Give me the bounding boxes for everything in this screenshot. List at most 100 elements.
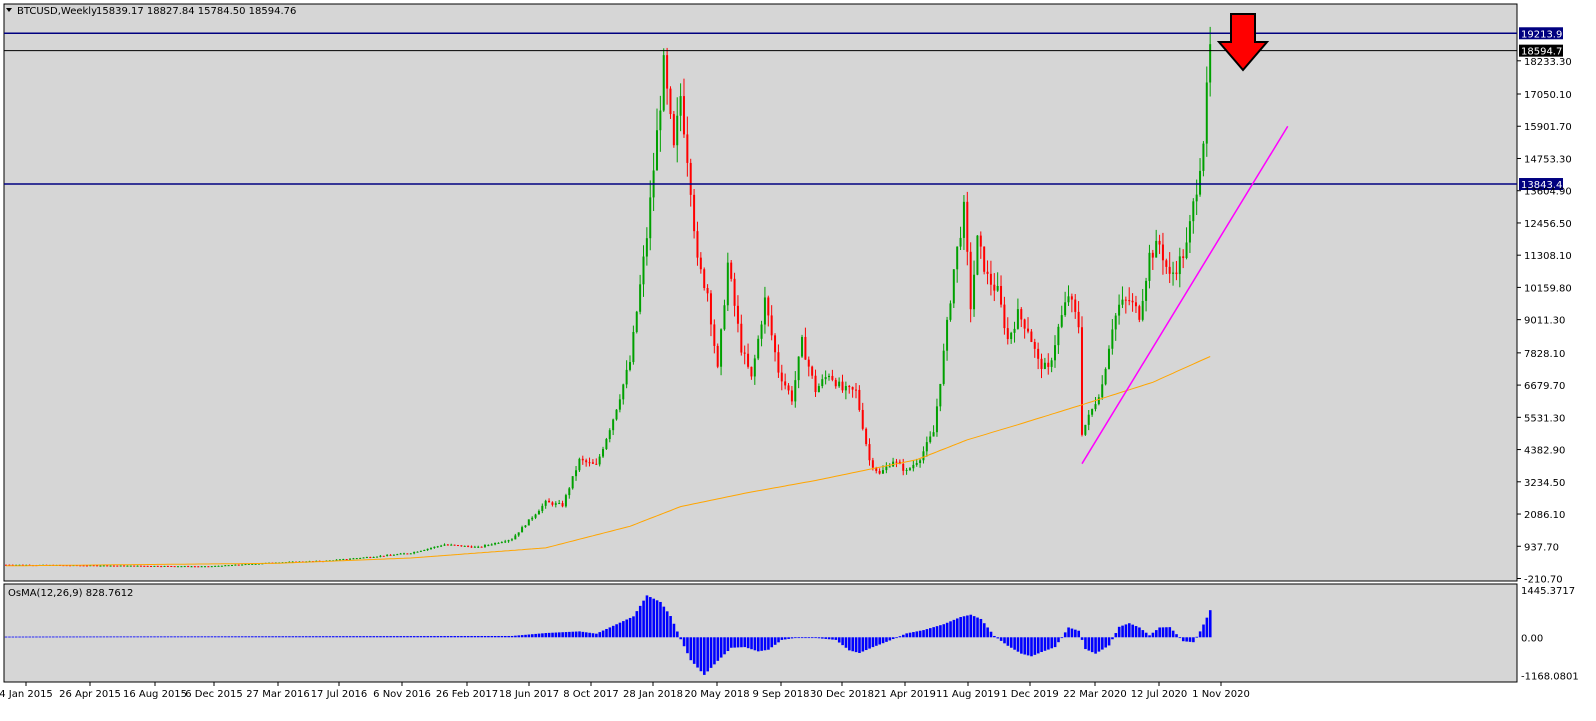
- osma-bar: [740, 637, 743, 648]
- candle-body: [197, 566, 200, 568]
- osma-bar: [659, 601, 662, 638]
- osma-bar: [1003, 637, 1006, 644]
- candle-body: [1178, 256, 1181, 275]
- osma-bar: [89, 636, 92, 638]
- candle-body: [716, 345, 719, 367]
- osma-bar: [1084, 637, 1087, 650]
- candle-body: [780, 372, 783, 382]
- osma-bar: [1053, 637, 1057, 648]
- candle-body: [946, 319, 949, 351]
- osma-bar: [939, 625, 942, 638]
- osma-y-tick-label: -1168.0801: [1521, 672, 1579, 683]
- osma-bar: [898, 636, 902, 638]
- candle-body: [456, 545, 459, 547]
- osma-bar: [767, 637, 770, 650]
- x-tick-label: 26 Feb 2017: [436, 689, 498, 700]
- osma-bar: [399, 636, 403, 638]
- osma-bar: [925, 629, 929, 638]
- candle-body: [423, 550, 426, 552]
- osma-bar: [159, 636, 163, 638]
- osma-bar: [1188, 637, 1192, 642]
- osma-bar: [810, 637, 814, 639]
- candle-body: [170, 566, 173, 568]
- osma-bar: [1148, 635, 1151, 638]
- candle-body: [349, 558, 352, 560]
- candle-body: [386, 554, 389, 556]
- osma-bar: [1043, 637, 1047, 651]
- osma-bar: [891, 637, 895, 640]
- x-tick-label: 6 Nov 2016: [373, 689, 431, 700]
- osma-bar: [311, 636, 315, 638]
- osma-bar: [652, 598, 656, 638]
- candle-body: [649, 197, 652, 239]
- collapse-triangle-icon[interactable]: [6, 8, 12, 12]
- candle-body: [851, 387, 854, 390]
- candle-body: [720, 329, 723, 367]
- osma-label: OsMA(12,26,9) 828.7612: [8, 588, 133, 599]
- candle-body: [1185, 242, 1188, 259]
- candle-body: [166, 565, 169, 567]
- candle-body: [922, 451, 925, 461]
- candle-body: [1131, 300, 1134, 303]
- osma-bar: [736, 637, 740, 648]
- candle-body: [939, 383, 942, 407]
- y-tick-label: -210.70: [1524, 575, 1563, 586]
- osma-bar: [284, 636, 288, 638]
- candle-body: [544, 500, 547, 506]
- osma-bar: [703, 637, 706, 675]
- x-tick-label: 21 Apr 2019: [874, 689, 936, 700]
- candle-body: [598, 456, 601, 465]
- candle-body: [885, 466, 888, 471]
- candle-body: [106, 565, 109, 567]
- x-tick-label: 28 Jan 2018: [623, 689, 683, 700]
- candle-body: [986, 271, 989, 274]
- candle-body: [615, 409, 618, 420]
- candle-body: [784, 381, 787, 386]
- osma-bar: [790, 637, 794, 639]
- candle-body: [797, 356, 800, 381]
- osma-bar: [122, 636, 126, 638]
- osma-bar: [251, 636, 254, 638]
- osma-bar: [473, 636, 477, 638]
- x-tick-label: 26 Apr 2015: [59, 689, 121, 700]
- candle-body: [217, 565, 220, 567]
- candle-body: [962, 201, 965, 238]
- candle-body: [612, 419, 615, 431]
- osma-bar: [1047, 637, 1050, 650]
- osma-bar: [291, 636, 295, 638]
- osma-bar: [557, 632, 561, 638]
- candle-body: [403, 553, 406, 555]
- osma-bar: [868, 637, 871, 649]
- candle-body: [473, 546, 476, 548]
- candle-body: [659, 110, 662, 131]
- candle-body: [1161, 244, 1164, 261]
- candle-body: [706, 288, 709, 294]
- y-tick-label: 6679.70: [1524, 381, 1565, 392]
- x-tick-label: 17 Jul 2016: [311, 689, 368, 700]
- osma-bar: [426, 636, 430, 638]
- osma-bar: [729, 637, 733, 648]
- osma-bar: [146, 636, 150, 638]
- osma-bar: [622, 621, 625, 638]
- candle-body: [787, 385, 790, 391]
- y-tick-label: 937.70: [1524, 542, 1559, 553]
- candle-body: [1205, 82, 1208, 144]
- moving-average-line: [6, 356, 1211, 567]
- osma-bar: [753, 637, 757, 651]
- candle-body: [470, 546, 473, 548]
- osma-bar: [443, 636, 446, 638]
- osma-bar: [109, 636, 112, 638]
- candle-body: [291, 561, 294, 563]
- candle-body: [642, 256, 645, 285]
- candle-body: [747, 353, 750, 367]
- y-tick-label: 12456.50: [1524, 219, 1572, 230]
- candle-body: [477, 546, 480, 548]
- osma-bar: [638, 605, 642, 638]
- osma-bar: [240, 636, 244, 638]
- osma-bar: [52, 636, 55, 638]
- osma-bar: [1033, 637, 1037, 655]
- candle-body: [1087, 414, 1090, 425]
- candle-body: [467, 545, 470, 547]
- osma-bar: [1074, 629, 1077, 638]
- main-panel: [3, 3, 1518, 582]
